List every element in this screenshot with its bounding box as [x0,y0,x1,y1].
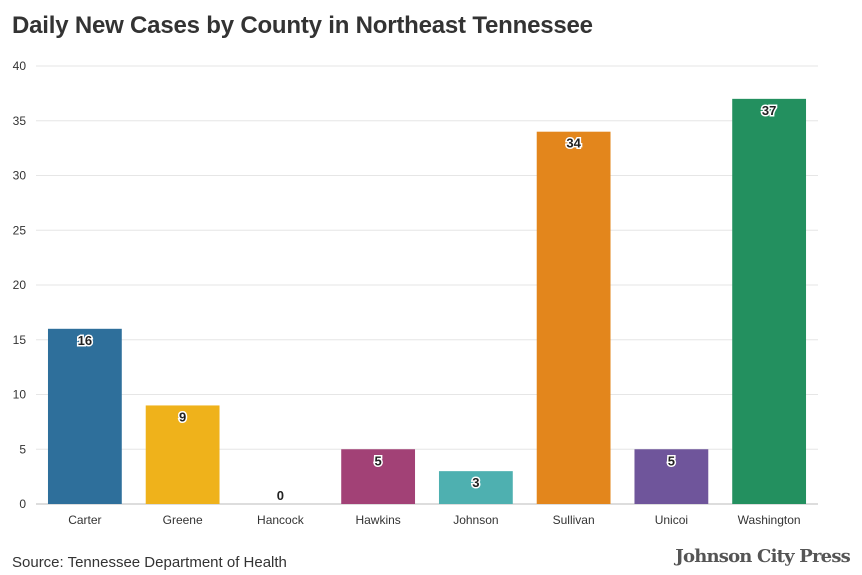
data-label-unicoi: 5 [668,453,675,468]
bar-greene [145,405,220,504]
source-note: Source: Tennessee Department of Health [12,554,287,571]
x-tick-label: Sullivan [553,513,595,527]
data-labels: 16 9 0 5 3 34 5 37 [76,101,778,504]
bar-washington [732,98,807,504]
y-axis: 0 5 10 15 20 25 30 35 40 [13,59,27,511]
y-tick-label: 0 [19,497,26,511]
data-label-johnson: 3 [472,475,479,490]
data-label-greene: 9 [179,409,186,424]
y-tick-label: 5 [19,442,26,456]
y-tick-label: 20 [13,278,27,292]
y-tick-label: 35 [13,114,27,128]
x-tick-label: Johnson [453,513,498,527]
x-axis: Carter Greene Hancock Hawkins Johnson Sulliva… [68,513,800,527]
y-tick-label: 25 [13,223,27,237]
y-tick-label: 40 [13,59,27,73]
x-tick-label: Hancock [257,513,305,527]
bars [47,98,807,504]
bar-hawkins [341,449,416,504]
bar-johnson [438,471,513,504]
x-tick-label: Hawkins [355,513,400,527]
chart-title: Daily New Cases by County in Northeast T… [12,12,593,39]
x-tick-label: Carter [68,513,101,527]
data-label-sullivan: 34 [566,136,581,151]
publisher-logo: Johnson City Press [675,546,851,567]
x-tick-label: Greene [163,513,203,527]
x-tick-label: Unicoi [655,513,688,527]
data-label-carter: 16 [78,333,92,348]
x-tick-label: Washington [738,513,801,527]
y-tick-label: 15 [13,333,27,347]
bar-sullivan [536,131,611,504]
data-label-hancock: 0 [277,488,284,503]
bar-unicoi [634,449,709,504]
bar-carter [47,328,122,504]
data-label-hawkins: 5 [375,453,382,468]
data-label-washington: 37 [762,103,776,118]
y-tick-label: 30 [13,169,27,183]
y-tick-label: 10 [13,388,27,402]
